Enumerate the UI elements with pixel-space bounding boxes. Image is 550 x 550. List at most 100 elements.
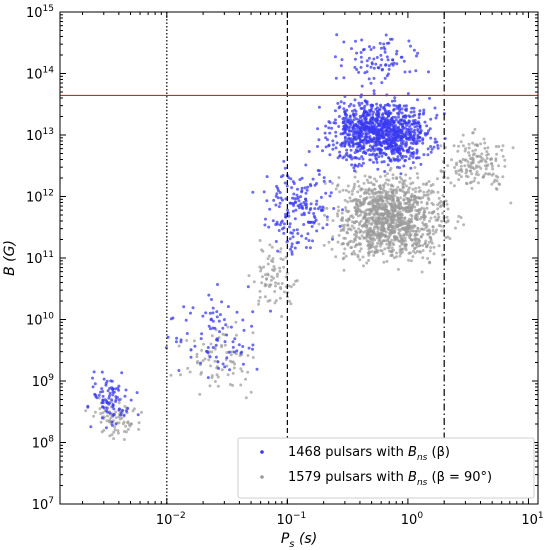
data-point-series-1 [122,438,126,441]
data-point-series-0 [404,130,408,134]
data-point-series-1 [421,244,425,247]
data-point-series-0 [395,49,399,53]
data-point-series-0 [408,120,411,124]
x-tick-label: 10−2 [156,511,186,528]
data-point-series-1 [425,229,429,233]
data-point-series-1 [417,208,421,212]
data-point-series-1 [386,214,389,218]
data-point-series-0 [421,141,425,145]
data-point-series-1 [398,229,402,233]
data-point-series-1 [422,207,426,211]
data-point-series-1 [468,181,472,185]
data-point-series-1 [375,236,379,240]
data-point-series-1 [414,233,418,236]
data-point-series-1 [359,229,363,233]
data-point-series-1 [446,235,450,239]
data-point-series-1 [366,232,370,236]
data-point-series-0 [333,109,337,113]
data-point-series-0 [393,99,397,103]
data-point-series-1 [369,208,373,212]
data-point-series-1 [434,230,438,234]
data-point-series-0 [416,133,420,137]
data-point-series-0 [418,130,422,134]
data-point-series-0 [279,221,283,224]
data-point-series-1 [366,216,370,220]
data-point-series-1 [179,373,182,377]
data-point-series-1 [486,163,490,167]
data-point-series-0 [377,141,381,145]
data-point-series-0 [400,107,404,111]
data-point-series-1 [367,175,371,179]
data-point-series-0 [231,340,235,344]
data-point-series-0 [233,350,236,354]
data-point-series-0 [418,126,422,130]
data-point-series-1 [413,194,417,198]
data-point-series-1 [427,198,431,201]
data-point-series-0 [278,201,282,205]
data-point-series-1 [421,249,425,252]
data-point-series-1 [274,284,277,288]
data-point-series-0 [229,325,233,329]
data-point-series-1 [494,157,498,161]
data-point-series-0 [346,133,350,137]
data-point-series-0 [422,108,426,112]
data-point-series-1 [382,222,386,226]
data-point-series-0 [200,332,204,336]
data-point-series-0 [310,225,314,228]
data-point-series-1 [461,144,465,148]
data-point-series-1 [244,377,248,381]
data-point-series-0 [300,186,304,190]
data-point-series-1 [404,173,408,177]
data-point-series-0 [110,398,114,402]
data-point-series-0 [391,141,395,145]
data-point-series-0 [104,426,108,430]
data-point-series-1 [398,188,402,192]
data-point-series-0 [233,337,237,341]
data-point-series-0 [400,111,404,115]
data-point-series-1 [474,172,478,176]
data-point-series-1 [379,196,383,200]
data-point-series-0 [386,58,390,62]
data-point-series-1 [387,209,391,213]
data-point-series-1 [387,178,391,182]
y-tick-label: 1014 [26,66,54,83]
data-point-series-0 [277,229,281,232]
data-point-series-1 [497,182,501,186]
data-point-series-0 [399,172,403,176]
data-point-series-1 [358,249,362,253]
data-point-series-1 [106,414,109,418]
data-point-series-0 [359,95,363,99]
data-point-series-1 [484,167,488,171]
data-point-series-1 [452,144,456,148]
data-point-series-1 [414,230,418,233]
data-point-series-0 [380,154,384,158]
data-point-series-0 [321,205,325,209]
data-point-series-0 [334,130,338,134]
data-point-series-0 [300,176,304,180]
data-point-series-1 [386,201,390,205]
data-point-series-0 [395,126,399,130]
data-point-series-0 [271,219,275,223]
data-point-series-0 [393,96,397,100]
data-point-series-1 [399,252,403,256]
data-point-series-0 [361,161,365,165]
data-point-series-0 [333,55,337,59]
data-point-series-1 [432,252,436,256]
data-point-series-0 [297,199,301,203]
data-point-series-0 [399,55,403,59]
data-point-series-1 [421,256,425,260]
data-point-series-1 [467,151,471,155]
data-point-series-0 [240,350,244,354]
data-point-series-1 [261,275,264,279]
data-point-series-0 [417,122,421,125]
data-point-series-1 [409,219,413,223]
data-point-series-1 [445,215,449,219]
data-point-series-0 [216,360,220,364]
data-point-series-0 [354,39,357,43]
data-point-series-0 [307,211,311,215]
data-point-series-0 [104,383,108,387]
data-point-series-0 [351,126,355,130]
data-point-series-0 [288,222,292,226]
data-point-series-1 [130,422,133,426]
data-point-series-1 [336,240,340,244]
